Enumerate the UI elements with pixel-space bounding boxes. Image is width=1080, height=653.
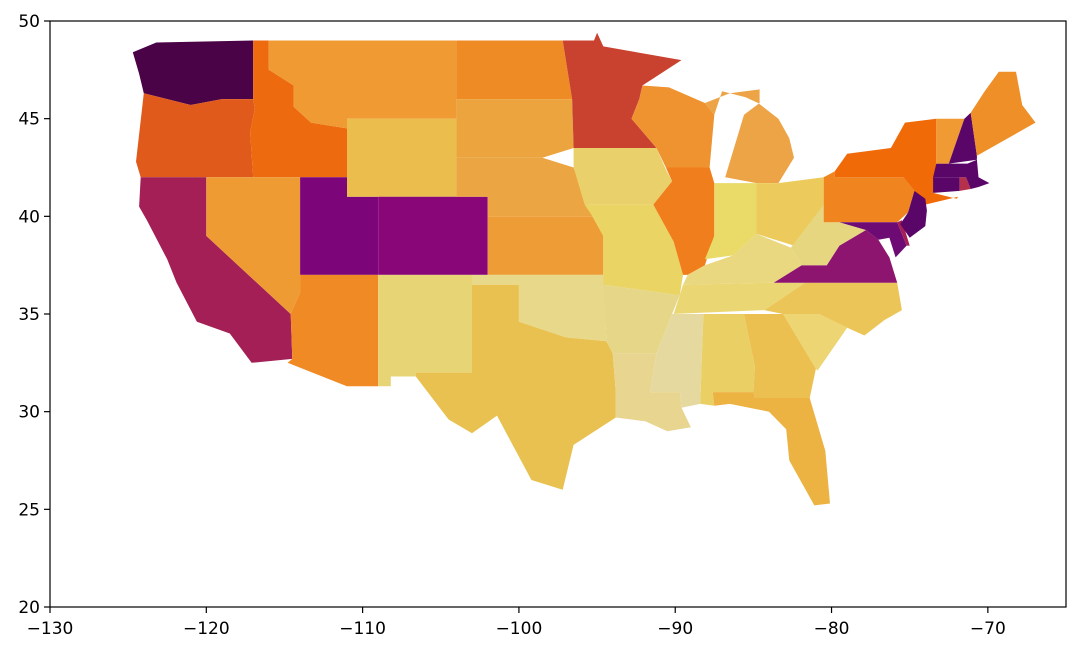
state-vermont	[936, 118, 965, 164]
state-montana	[268, 40, 457, 129]
y-tick-label: 45	[18, 110, 40, 130]
state-washington	[132, 40, 254, 105]
state-florida	[712, 392, 830, 506]
state-delaware	[897, 220, 910, 246]
axis-ticks: −130 −120 −110 −100 −90 −80 −70 20 25 30 35 40 45 50	[18, 12, 1005, 639]
y-tick-label: 50	[18, 12, 40, 32]
y-tick-label: 25	[18, 500, 40, 520]
state-texas	[415, 284, 616, 490]
state-pennsylvania	[823, 171, 915, 223]
state-nebraska	[456, 157, 593, 217]
state-illinois	[653, 167, 715, 275]
state-tennessee	[672, 282, 805, 314]
state-missouri	[584, 204, 683, 295]
state-south-carolina	[783, 314, 848, 371]
state-wyoming	[347, 118, 457, 197]
state-indiana	[704, 183, 757, 260]
x-tick-label: −110	[339, 619, 386, 639]
x-tick-label: −120	[183, 619, 230, 639]
state-new-mexico	[378, 274, 472, 387]
state-iowa	[573, 148, 673, 205]
state-arkansas	[603, 284, 680, 354]
state-new-jersey	[900, 190, 927, 238]
state-wisconsin	[631, 85, 715, 168]
x-tick-label: −70	[970, 619, 1006, 639]
state-massachusetts	[933, 159, 990, 189]
state-oregon	[136, 93, 255, 178]
state-west-virginia	[790, 204, 866, 266]
state-colorado	[378, 196, 488, 275]
y-tick-label: 35	[18, 305, 40, 325]
x-tick-label: −90	[657, 619, 693, 639]
state-alabama	[700, 314, 755, 406]
state-minnesota	[562, 32, 682, 149]
x-tick-label: −80	[814, 619, 850, 639]
state-kansas	[487, 216, 604, 275]
x-tick-label: −130	[27, 619, 74, 639]
state-north-dakota	[456, 40, 573, 100]
state-maine	[970, 71, 1036, 156]
state-connecticut	[933, 177, 960, 193]
state-idaho	[250, 40, 347, 178]
y-tick-label: 30	[18, 403, 40, 423]
x-tick-label: −100	[496, 619, 543, 639]
state-utah	[300, 177, 379, 275]
state-georgia	[744, 314, 816, 398]
state-california	[139, 177, 293, 363]
y-tick-label: 40	[18, 207, 40, 227]
state-arizona	[287, 274, 379, 387]
y-tick-label: 20	[18, 598, 40, 618]
state-rhode-island	[959, 177, 971, 191]
state-new-york	[834, 118, 959, 205]
state-north-carolina	[764, 282, 902, 336]
state-maryland	[839, 222, 907, 258]
state-new-hampshire	[948, 112, 977, 164]
state-kentucky	[683, 233, 802, 285]
state-oklahoma	[472, 274, 607, 342]
state-louisiana	[612, 353, 691, 432]
state-mississippi	[650, 314, 704, 408]
state-michigan	[704, 89, 794, 184]
states-layer	[132, 32, 1036, 506]
state-virginia	[773, 230, 898, 283]
state-south-dakota	[456, 99, 574, 158]
state-nevada	[206, 177, 301, 314]
